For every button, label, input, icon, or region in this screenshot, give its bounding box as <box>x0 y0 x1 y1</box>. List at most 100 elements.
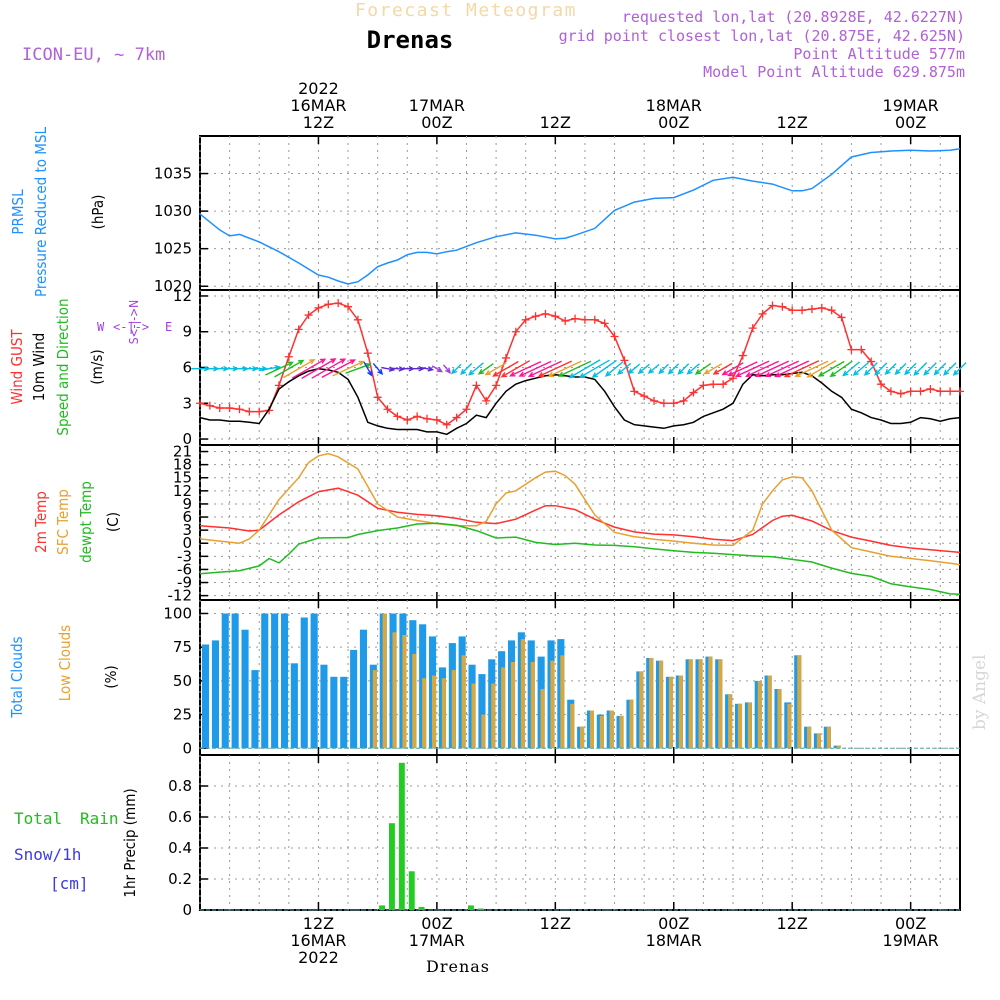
gust-marker <box>679 396 688 405</box>
compass-h-arrow: <-|-> <box>113 320 149 334</box>
wind-arrow <box>734 360 770 378</box>
gust-marker <box>383 405 392 414</box>
gust-marker <box>837 313 846 322</box>
y-tick-label: 75 <box>173 638 192 656</box>
bar-total-clouds <box>202 644 210 749</box>
y-tick-label: 3 <box>182 521 192 539</box>
wind-arrow <box>381 366 396 372</box>
gust-marker <box>798 306 807 315</box>
y-tick-label: 12 <box>173 287 192 305</box>
wind-arrow <box>923 362 937 376</box>
gust-marker <box>748 324 757 333</box>
bar-low-clouds <box>757 680 762 749</box>
y-tick-label: 9 <box>182 495 192 513</box>
wind-arrow <box>274 359 305 378</box>
wind-arrow <box>794 360 829 377</box>
gust-marker <box>314 303 323 312</box>
series-dewpt-temp <box>199 522 961 596</box>
wind-arrow <box>500 360 531 378</box>
gust-marker <box>738 351 747 360</box>
y-tick-label: -9 <box>177 574 192 592</box>
bar-low-clouds <box>816 733 821 749</box>
y-tick-label: -6 <box>177 560 192 578</box>
bar-total-clouds <box>231 613 239 749</box>
wind-arrow <box>363 361 373 377</box>
gust-marker <box>353 315 362 324</box>
bar-low-clouds <box>737 703 742 749</box>
gust-marker <box>284 352 293 361</box>
bar-low-clouds <box>609 710 614 749</box>
bar-low-clouds <box>619 715 624 749</box>
y-tick-label: 50 <box>173 672 192 690</box>
wind-arrow <box>829 360 853 378</box>
bar-low-clouds <box>649 658 654 749</box>
wind-arrow <box>806 359 837 378</box>
top-time-label: 19MAR <box>883 96 939 115</box>
panel-1: 1020 1025 1030 1035 <box>154 135 961 295</box>
gust-marker <box>423 414 432 423</box>
y-tick-label: 0.2 <box>168 870 192 888</box>
gust-marker <box>659 399 668 408</box>
gust-marker <box>344 302 353 311</box>
bottom-time-label: 12Z <box>777 914 808 933</box>
gust-marker <box>857 345 866 354</box>
y-tick-label: 0.4 <box>168 839 192 857</box>
gust-marker <box>472 381 481 390</box>
gust-marker <box>620 356 629 365</box>
gust-marker <box>719 380 728 389</box>
gust-marker <box>492 381 501 390</box>
wind-arrow <box>527 360 562 377</box>
wind-arrow <box>764 360 799 378</box>
bar-low-clouds <box>540 689 545 749</box>
series-prmsl <box>199 148 961 285</box>
precip-cm-label: [cm] <box>50 874 89 893</box>
clouds-unit-label: (%) <box>102 665 120 688</box>
gust-marker <box>946 387 955 396</box>
top-time-label: 18MAR <box>646 96 702 115</box>
bottom-time-label: 00Z <box>895 914 926 933</box>
gust-marker <box>571 314 580 323</box>
gust-marker <box>610 332 619 341</box>
bar-low-clouds <box>777 689 782 749</box>
wind-arrow <box>484 362 507 376</box>
top-time-label: 12Z <box>303 113 334 132</box>
bar-total-clouds <box>241 629 249 749</box>
prmsl-label: PRMSL <box>9 189 27 235</box>
bar-low-clouds <box>471 683 476 749</box>
gust-marker <box>877 380 886 389</box>
y-tick-label: 3 <box>182 394 192 412</box>
bar-low-clouds <box>678 675 683 749</box>
bar-low-clouds <box>807 726 812 749</box>
gust-marker <box>551 312 560 321</box>
bar-low-clouds <box>629 699 634 749</box>
bar-total-clouds <box>350 649 358 749</box>
bottom-time-label: 19MAR <box>883 931 939 950</box>
bar-rain <box>379 905 385 910</box>
wind-arrow <box>952 362 967 376</box>
bar-low-clouds <box>461 655 466 749</box>
gust-marker <box>758 309 767 318</box>
gust-marker <box>956 387 964 396</box>
bottom-time-label: 17MAR <box>409 931 465 950</box>
gust-marker <box>788 306 797 315</box>
bar-low-clouds <box>639 671 644 749</box>
wind-arrow <box>943 362 957 376</box>
gust-marker <box>896 389 905 398</box>
bottom-time-label: 12Z <box>303 914 334 933</box>
wind-unit-label: (m/s) <box>88 349 106 384</box>
bar-total-clouds <box>261 613 269 749</box>
wind-arrow <box>468 362 484 376</box>
wind-arrow <box>637 363 650 375</box>
gust-marker <box>689 388 698 397</box>
gust-marker <box>817 303 826 312</box>
y-tick-label: 1035 <box>154 165 192 183</box>
gust-marker <box>235 405 244 414</box>
compass-east: E <box>165 320 172 334</box>
bar-low-clouds <box>836 745 841 749</box>
wind-arrow <box>301 358 337 380</box>
precip-total-label: Total <box>14 809 62 828</box>
wind-arrow <box>258 364 281 372</box>
bottom-time-label: 2022 <box>298 948 339 967</box>
